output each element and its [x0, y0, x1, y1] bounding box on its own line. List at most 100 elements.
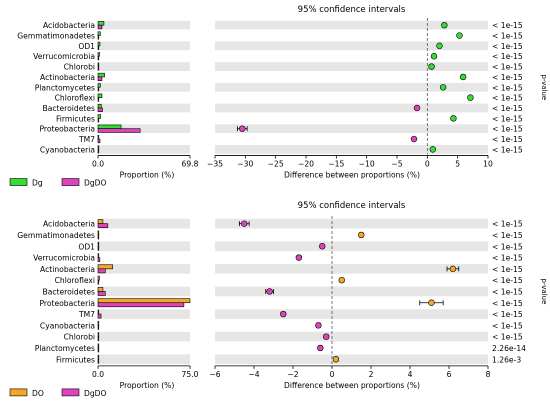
category-label: Firmicutes [56, 114, 95, 123]
row-band [215, 241, 488, 252]
p-value: < 1e-15 [492, 242, 523, 251]
category-label: Proteobacteria [39, 299, 95, 308]
bar-do [97, 230, 100, 236]
difference-point [241, 220, 248, 227]
chart-panel-2: 95% confidence intervals Acidobacteria < 1… [9, 201, 548, 398]
row-band [215, 124, 488, 134]
category-label: Proteobacteria [39, 125, 95, 134]
ci-title: 95% confidence intervals [298, 5, 406, 15]
category-label: OD1 [78, 42, 95, 51]
diff-x-label: Difference between proportions (%) [284, 381, 420, 390]
category-label: Gemmatimonadetes [17, 231, 95, 240]
difference-point [456, 32, 463, 39]
difference-point [332, 356, 340, 363]
bar-dg [97, 124, 122, 129]
bar-dgdo [97, 313, 102, 319]
bar-dg [97, 41, 101, 47]
bar-dgdo [97, 302, 185, 308]
bar-do [97, 253, 100, 258]
bar-dgdo [97, 257, 101, 262]
bar-dgdo [97, 107, 103, 113]
row-band [98, 62, 190, 71]
row-band [98, 264, 190, 274]
bar-tick-label: 0.0 [92, 160, 104, 169]
legend-swatch [9, 388, 28, 397]
row-band [98, 309, 190, 319]
legend-label: DgDO [84, 389, 107, 398]
bar-tick-label: 75.0 [182, 370, 199, 379]
row-band [215, 331, 488, 342]
p-value: < 1e-15 [492, 135, 523, 144]
difference-point [239, 125, 246, 132]
row-band [215, 145, 488, 154]
bar-dg [97, 72, 105, 78]
bar-dgdo [97, 268, 106, 274]
pvalue-axis-label: p-value [540, 278, 548, 304]
row-band [215, 309, 488, 319]
p-value: < 1e-15 [492, 265, 523, 274]
row-band [98, 20, 190, 30]
row-band [215, 103, 488, 113]
category-label: Verrucomicrobia [33, 52, 95, 61]
category-label: Planctomycetes [35, 83, 95, 92]
category-label: Bacteroidetes [43, 104, 96, 113]
diff-tick-label: −2 [287, 370, 298, 379]
category-label: Chloroflexi [55, 94, 95, 103]
bar-do [97, 275, 100, 281]
p-value: < 1e-15 [492, 73, 523, 82]
legend-swatch [61, 388, 80, 397]
p-value: < 1e-15 [492, 231, 523, 240]
category-label: Firmicutes [56, 355, 95, 364]
difference-point [280, 310, 287, 318]
bar-dgdo [97, 55, 100, 61]
diff-tick-label: 4 [408, 370, 413, 379]
p-value: < 1e-15 [492, 321, 523, 330]
diff-tick-label: −20 [298, 160, 314, 169]
bar-dgdo [97, 336, 100, 342]
p-value: < 1e-15 [492, 52, 523, 61]
legend-label: DO [32, 389, 44, 398]
bar-dgdo [97, 35, 100, 40]
bar-do [97, 309, 100, 315]
category-label: Actinobacteria [40, 265, 95, 274]
bar-dgdo [97, 358, 100, 364]
p-value: < 1e-15 [492, 125, 523, 134]
bar-dgdo [97, 24, 103, 30]
legend-swatch [9, 178, 28, 186]
pvalue-axis-label: p-value [540, 74, 548, 100]
p-value: < 1e-15 [492, 254, 523, 263]
bar-dgdo [97, 291, 106, 296]
row-band [98, 41, 190, 51]
difference-point [358, 231, 365, 239]
bar-do [97, 332, 100, 337]
difference-point [459, 73, 467, 81]
difference-point [410, 135, 418, 143]
chart-panel-1: 95% confidence intervals Acidobacteria < 1… [9, 5, 548, 188]
legend-label: Dg [32, 179, 43, 188]
row-band [215, 218, 488, 229]
row-band [98, 103, 190, 113]
bar-dgdo [97, 279, 100, 285]
bar-dgdo [97, 347, 100, 353]
row-band [98, 145, 190, 154]
bar-do [97, 354, 100, 360]
p-value: < 1e-15 [492, 32, 523, 41]
legend-label: DgDO [84, 179, 107, 188]
p-value: < 1e-15 [492, 63, 523, 72]
difference-point [317, 344, 324, 352]
diff-tick-label: 6 [447, 370, 452, 379]
diff-tick-label: 0 [425, 160, 430, 169]
bar-dgdo [97, 149, 100, 154]
p-value: < 1e-15 [492, 220, 523, 229]
diff-tick-label: −4 [248, 370, 259, 379]
row-band [215, 82, 488, 92]
bar-dg [97, 93, 103, 98]
bar-do [97, 219, 104, 224]
category-label: TM7 [78, 310, 95, 319]
category-label: Chlorobi [64, 333, 95, 342]
difference-point [413, 104, 421, 112]
diff-tick-label: 0 [330, 370, 335, 379]
category-label: Chlorobi [64, 63, 95, 72]
bar-dgdo [97, 138, 101, 144]
difference-point [449, 265, 457, 273]
